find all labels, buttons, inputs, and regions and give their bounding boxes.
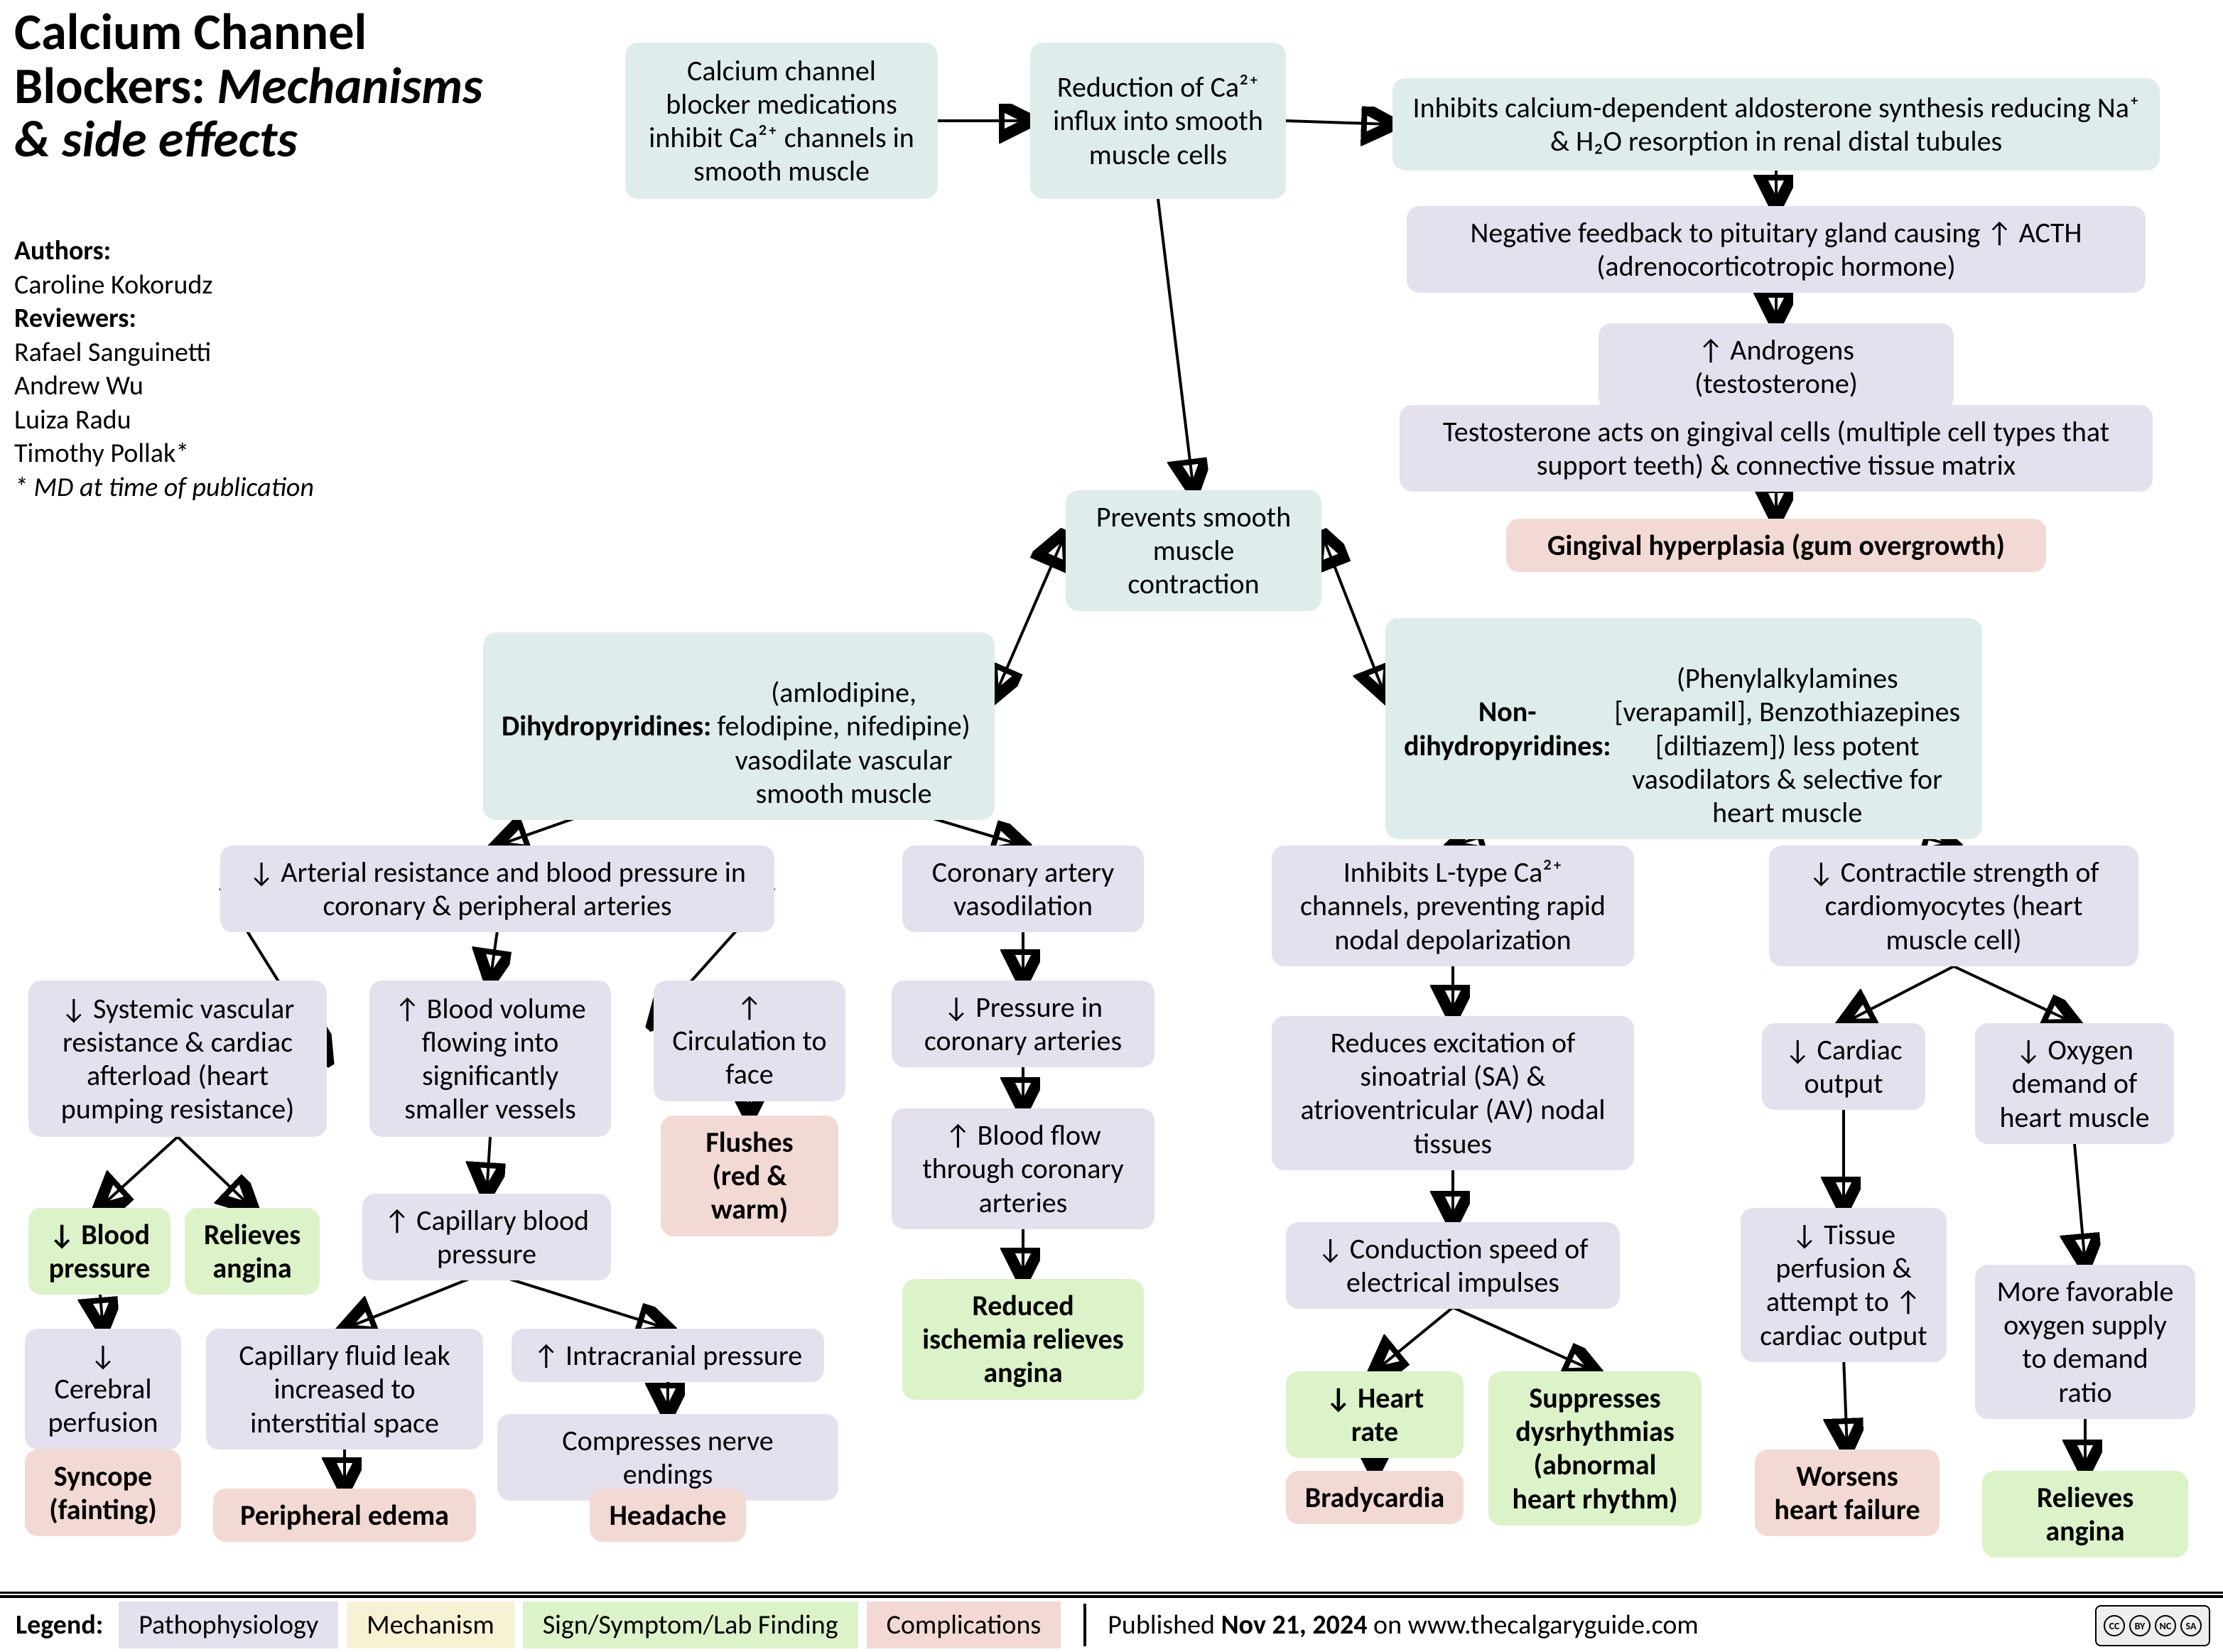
flow-node-n9: Dihydropyridines:(amlodipine, felodipine… [483, 632, 995, 820]
flow-node-n25: Capillary fluid leak increased to inters… [206, 1329, 483, 1449]
flow-node-n38: ↓ Oxygen demand of heart muscle [1975, 1023, 2174, 1144]
flow-node-n3: Inhibits calcium-dependent aldosterone s… [1392, 78, 2160, 171]
legend-item-3: Complications [867, 1602, 1061, 1648]
reviewers-header: Reviewers: [14, 302, 314, 336]
flow-node-n11: ↓ Arterial resistance and blood pressure… [220, 846, 774, 932]
legend-footer: Legend: PathophysiologyMechanismSign/Sym… [0, 1595, 2223, 1652]
flow-node-n8: Prevents smooth muscle contraction [1066, 490, 1321, 611]
credits-block: Authors: Caroline Kokorudz Reviewers: Ra… [14, 234, 314, 504]
flow-node-n21: Relieves angina [185, 1208, 320, 1295]
legend-item-1: Mechanism [347, 1602, 514, 1648]
flow-node-n14: ↑ Blood volume flowing into significantl… [369, 981, 611, 1137]
flow-node-n1: Calcium channel blocker medications inhi… [625, 43, 938, 199]
flow-node-n42: Relieves angina [1982, 1471, 2188, 1557]
authors-header: Authors: [14, 234, 314, 269]
pub-prefix: Published [1108, 1609, 1221, 1641]
title-line2: Blockers: Mechanisms [14, 60, 547, 114]
flow-node-n37: ↓ Cardiac output [1762, 1023, 1925, 1110]
pub-date: Nov 21, 2024 [1221, 1609, 1368, 1641]
flow-node-n22: ↑ Capillary blood pressure [362, 1194, 611, 1280]
legend-item-0: Pathophysiology [119, 1602, 338, 1648]
legend-label: Legend: [0, 1609, 119, 1641]
flow-node-n19: Reduced ischemia relieves angina [902, 1279, 1144, 1400]
flow-node-n20: ↓ Blood pressure [28, 1208, 171, 1295]
flow-node-n13: ↓ Systemic vascular resistance & cardiac… [28, 981, 327, 1137]
reviewer-name: Andrew Wu [14, 369, 314, 404]
legend-item-2: Sign/Symptom/Lab Finding [523, 1602, 858, 1648]
flow-node-n31: ↓ Contractile strength of cardiomyocytes… [1769, 846, 2138, 966]
flow-node-n33: ↓ Conduction speed of electrical impulse… [1286, 1222, 1620, 1309]
flow-node-n16: Flushes (red & warm) [661, 1116, 838, 1236]
legend-separator [1083, 1604, 1086, 1646]
flow-node-n40: More favorable oxygen supply to demand r… [1975, 1265, 2195, 1419]
flow-node-n36: Bradycardia [1286, 1471, 1464, 1524]
flow-node-n17: ↓ Pressure in coronary arteries [892, 981, 1154, 1067]
title-line1: Calcium Channel [14, 6, 547, 60]
flow-node-n39: ↓ Tissue perfusion & attempt to ↑ cardia… [1741, 1208, 1947, 1362]
flow-node-n12: Coronary artery vasodilation [902, 846, 1144, 932]
page-title: Calcium Channel Blockers: Mechanisms & s… [14, 6, 547, 167]
flow-node-n35: Suppresses dysrhythmias (abnormal heart … [1488, 1371, 1702, 1526]
flow-node-n6: Testosterone acts on gingival cells (mul… [1400, 405, 2153, 492]
flow-node-n2: Reduction of Ca²⁺ influx into smooth mus… [1030, 43, 1286, 199]
footer-divider [0, 1592, 2223, 1594]
credits-note: * MD at time of publication [14, 471, 314, 505]
flow-node-n32: Reduces excitation of sinoatrial (SA) & … [1272, 1016, 1634, 1170]
flow-node-n41: Worsens heart failure [1755, 1449, 1940, 1536]
reviewer-name: Luiza Radu [14, 404, 314, 438]
cc-license-icon: CCBYNCSA [2095, 1605, 2210, 1646]
flow-node-n30: Inhibits L-type Ca²⁺ channels, preventin… [1272, 846, 1634, 966]
flow-node-n34: ↓ Heart rate [1286, 1371, 1464, 1458]
flow-node-n4: Negative feedback to pituitary gland cau… [1407, 206, 2146, 293]
flow-node-n24: Syncope (fainting) [25, 1449, 181, 1536]
title-line3: & side effects [14, 113, 547, 167]
flow-node-n15: ↑ Circulation to face [654, 981, 845, 1101]
flow-node-n23: ↓ Cerebral perfusion [25, 1329, 181, 1449]
author-name: Caroline Kokorudz [14, 269, 314, 303]
flow-node-n10: Non-dihydropyridines:(Phenylalkylamines … [1385, 618, 1982, 839]
flow-node-n28: Peripheral edema [213, 1489, 476, 1542]
flow-node-n29: Headache [590, 1489, 746, 1542]
flow-node-n7: Gingival hyperplasia (gum overgrowth) [1506, 519, 2046, 572]
flow-node-n5: ↑ Androgens (testosterone) [1599, 323, 1954, 410]
pub-suffix: on www.thecalgaryguide.com [1367, 1609, 1698, 1641]
reviewer-name: Timothy Pollak* [14, 437, 314, 471]
reviewer-name: Rafael Sanguinetti [14, 336, 314, 370]
flow-node-n26: ↑ Intracranial pressure [512, 1329, 824, 1382]
flow-node-n18: ↑ Blood flow through coronary arteries [892, 1108, 1154, 1229]
published-text: Published Nov 21, 2024 on www.thecalgary… [1100, 1609, 1699, 1641]
